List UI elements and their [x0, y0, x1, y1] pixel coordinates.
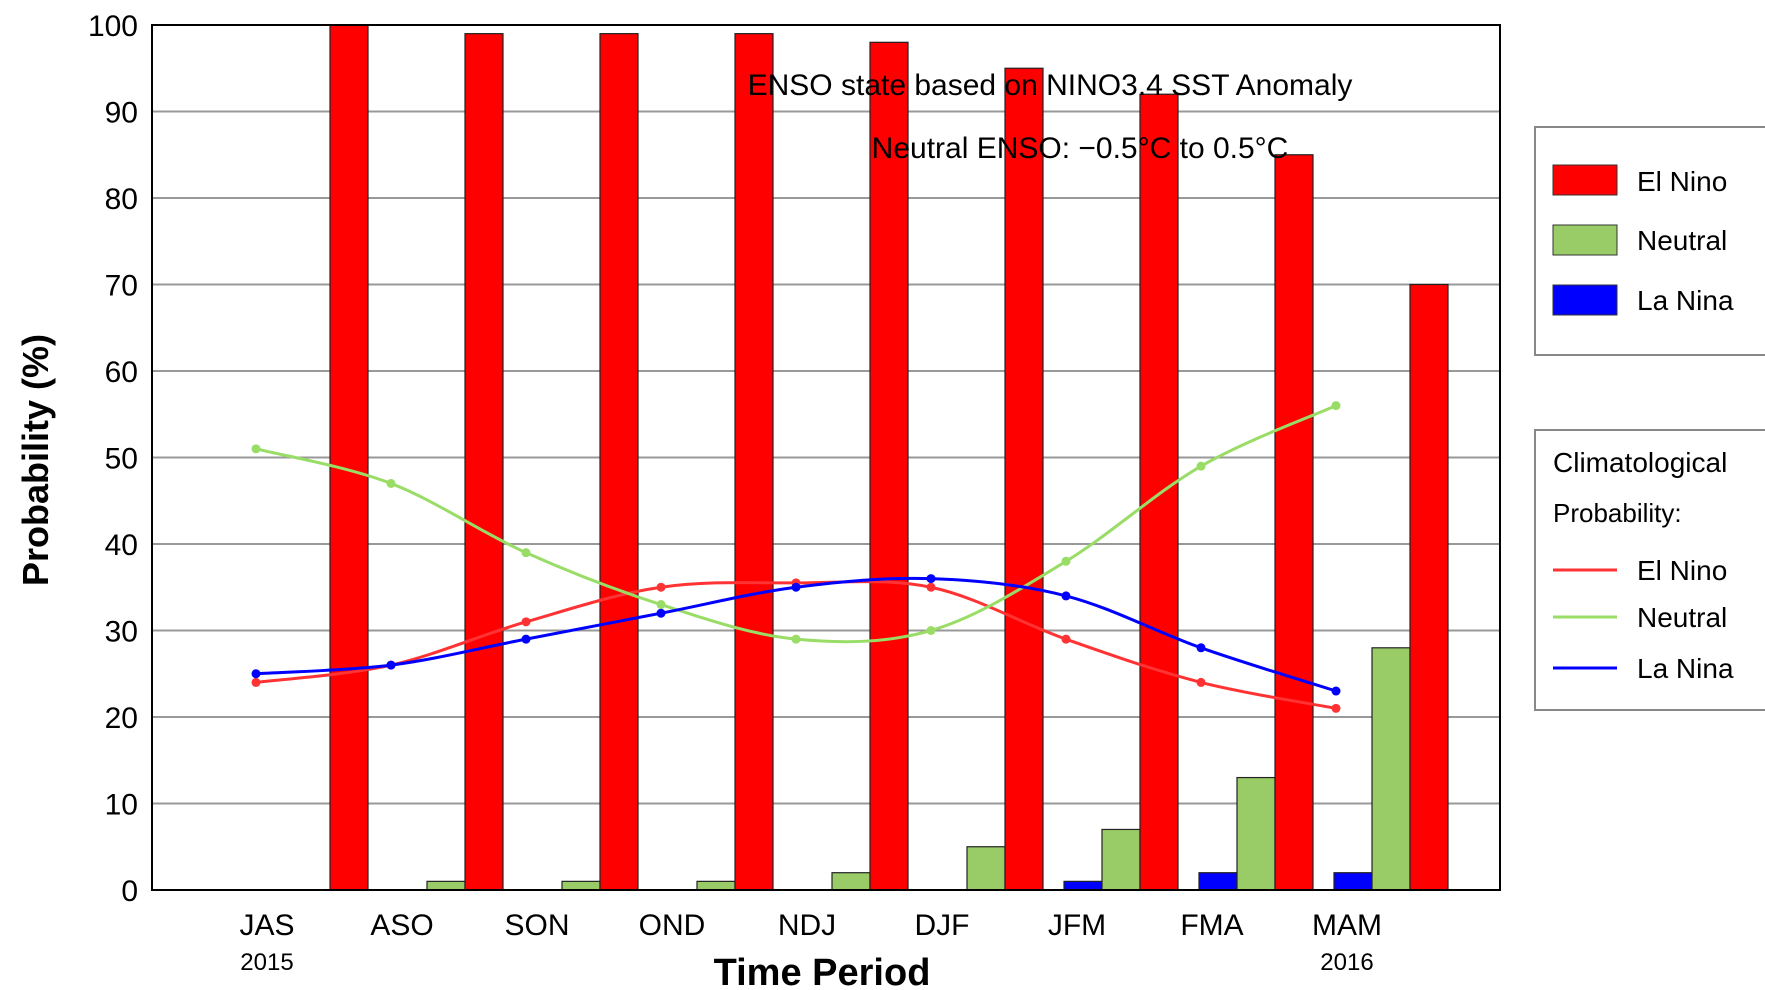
bar-neutral: [696, 880, 736, 891]
bar-el-nino: [869, 41, 909, 891]
y-tick-label: 100: [88, 10, 138, 43]
x-year-label: 2016: [1320, 949, 1373, 976]
clim-point-la-nina: [251, 669, 261, 679]
clim-point-la-nina: [1061, 591, 1071, 601]
bar-la-nina: [1198, 872, 1238, 891]
x-year-label: 2015: [240, 949, 293, 976]
clim-point-neutral: [251, 444, 261, 454]
clim-point-neutral: [521, 548, 531, 558]
y-axis-label: Probability (%): [15, 334, 56, 586]
x-tick-label: OND: [639, 909, 706, 942]
x-tick-label: JAS: [239, 909, 294, 942]
y-tick-label: 60: [105, 356, 138, 389]
y-tick-label: 20: [105, 702, 138, 735]
plot-frame: [151, 24, 1501, 891]
clim-point-el-nino: [1196, 677, 1206, 687]
chart-note-line-1: ENSO state based on NINO3.4 SST Anomaly: [748, 69, 1353, 102]
x-axis-label: Time Period: [714, 952, 931, 990]
x-tick-label: DJF: [915, 909, 970, 942]
legend-clim-label-neutral: Neutral: [1637, 602, 1727, 633]
y-tick-label: 10: [105, 789, 138, 822]
bar-el-nino: [599, 33, 639, 891]
clim-point-neutral: [1196, 461, 1206, 471]
climatological-lines: [251, 401, 1341, 713]
legend-swatch-el-nino: [1552, 164, 1618, 196]
bar-neutral: [1101, 828, 1141, 891]
clim-point-el-nino: [926, 582, 936, 592]
bar-neutral: [966, 846, 1006, 891]
bar-el-nino: [1409, 283, 1449, 891]
bar-neutral: [426, 880, 466, 891]
clim-point-el-nino: [1331, 703, 1341, 713]
bar-el-nino: [1274, 154, 1314, 891]
legend-label-la-nina: La Nina: [1637, 285, 1734, 316]
x-tick-label: SON: [504, 909, 569, 942]
legend-label-neutral: Neutral: [1637, 225, 1727, 256]
clim-point-neutral: [926, 626, 936, 635]
legend-climatological-title-1: Climatological: [1553, 447, 1727, 478]
clim-point-neutral: [1061, 556, 1071, 566]
x-tick-label: NDJ: [778, 909, 836, 942]
clim-point-el-nino: [656, 582, 666, 592]
x-tick-label: FMA: [1180, 909, 1243, 942]
bar-el-nino: [329, 24, 369, 891]
bar-el-nino: [1139, 93, 1179, 891]
clim-point-la-nina: [521, 634, 531, 644]
bar-la-nina: [1063, 880, 1103, 891]
clim-point-la-nina: [656, 608, 666, 618]
chart-note-line-2: Neutral ENSO: −0.5°C to 0.5°C: [872, 132, 1289, 165]
legend-climatological: Climatological Probability: El Nino Neut…: [1534, 429, 1765, 711]
clim-point-neutral: [791, 634, 801, 644]
clim-point-la-nina: [1196, 643, 1206, 653]
clim-point-la-nina: [926, 574, 936, 584]
clim-point-la-nina: [1331, 686, 1341, 696]
bars: [329, 24, 1449, 891]
y-tick-label: 0: [121, 875, 138, 908]
y-tick-label: 90: [105, 97, 138, 130]
x-tick-labels: JAS ASO SON OND NDJ DJF JFM FMA MAM 2015 2016: [239, 909, 1382, 976]
legend-swatch-neutral: [1552, 224, 1618, 256]
bar-el-nino: [464, 33, 504, 891]
clim-point-la-nina: [791, 582, 801, 592]
legend-climatological-title-2: Probability:: [1553, 498, 1682, 528]
clim-point-neutral: [656, 600, 666, 610]
x-tick-label: MAM: [1312, 909, 1382, 942]
y-tick-label: 50: [105, 443, 138, 476]
legend-label-el-nino: El Nino: [1637, 166, 1727, 197]
bar-la-nina: [1333, 872, 1373, 891]
bar-neutral: [1371, 647, 1411, 891]
x-tick-label: JFM: [1048, 909, 1106, 942]
y-tick-label: 70: [105, 270, 138, 303]
clim-point-neutral: [1331, 401, 1341, 411]
legend-forecast: El Nino Neutral La Nina: [1534, 126, 1765, 356]
bar-neutral: [831, 872, 871, 891]
clim-point-neutral: [386, 478, 396, 488]
bar-el-nino: [734, 33, 774, 891]
y-tick-label: 30: [105, 616, 138, 649]
bar-neutral: [1236, 776, 1276, 891]
legend-swatch-la-nina: [1552, 284, 1618, 316]
legend-clim-label-la-nina: La Nina: [1637, 653, 1734, 684]
legend-clim-label-el-nino: El Nino: [1637, 555, 1727, 586]
clim-point-el-nino: [1061, 634, 1071, 644]
bar-el-nino: [1004, 67, 1044, 891]
y-tick-labels: 0 10 20 30 40 50 60 70 80 90 100: [88, 10, 138, 908]
clim-point-el-nino: [521, 617, 531, 627]
clim-point-la-nina: [386, 660, 396, 670]
bar-neutral: [561, 880, 601, 891]
clim-point-el-nino: [251, 677, 261, 687]
y-tick-label: 40: [105, 529, 138, 562]
x-tick-label: ASO: [370, 909, 433, 942]
y-tick-label: 80: [105, 183, 138, 216]
